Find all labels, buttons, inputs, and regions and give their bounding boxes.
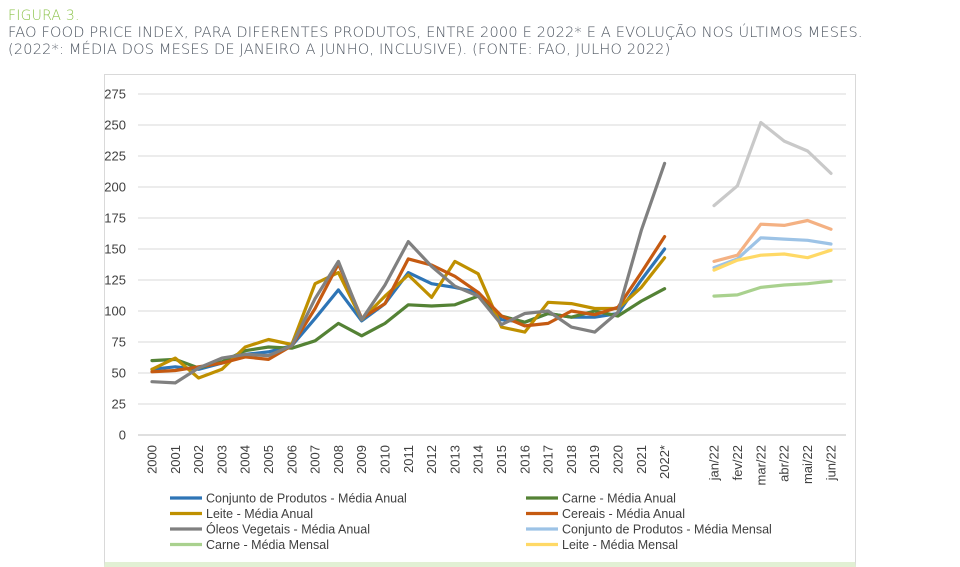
y-tick-label: 175 <box>104 211 126 226</box>
x-tick-label: 2016 <box>517 445 532 474</box>
x-tick-label: 2000 <box>145 445 160 474</box>
legend: Conjunto de Produtos - Média Anual Carne … <box>170 491 772 552</box>
series-line-conjunto-de-produtos-media-anual <box>150 247 667 371</box>
x-axis-ticks: 2000 2001 2002 2003 2004 2005 2006 2007 2008 2009… <box>145 445 839 485</box>
y-tick-label: 100 <box>104 304 126 319</box>
legend-label: Leite - Média Anual <box>206 507 313 521</box>
x-tick-label: 2017 <box>541 445 556 474</box>
x-tick-label: 2004 <box>238 445 253 474</box>
y-tick-label: 75 <box>112 335 126 350</box>
x-tick-label: 2006 <box>284 445 299 474</box>
legend-label: Carne - Média Mensal <box>206 538 329 552</box>
x-tick-label: 2008 <box>331 445 346 474</box>
x-tick-label: 2021 <box>634 445 649 474</box>
series-lines <box>150 120 833 385</box>
x-tick-label: 2015 <box>494 445 509 474</box>
y-tick-label: 275 <box>104 87 126 102</box>
x-tick-label: 2019 <box>587 445 602 474</box>
x-tick-label: 2022* <box>657 445 672 479</box>
x-tick-label: 2018 <box>564 445 579 474</box>
y-axis-ticks: 0 25 50 75 100 125 150 175 200 225 250 275 <box>104 87 126 443</box>
series-line-carne-media-mensal <box>712 279 833 298</box>
x-tick-label: mai/22 <box>800 445 815 484</box>
x-tick-label: 2009 <box>354 445 369 474</box>
figure-label: FIGURA 3. <box>8 8 80 24</box>
x-tick-label: 2011 <box>401 445 416 473</box>
series-line-leite-media-mensal <box>712 248 833 272</box>
x-tick-label: 2007 <box>308 445 323 474</box>
legend-label: Carne - Média Anual <box>562 491 676 505</box>
figure-caption: FIGURA 3. FAO FOOD PRICE INDEX, PARA DIF… <box>8 8 948 59</box>
y-tick-label: 200 <box>104 180 126 195</box>
x-tick-label: 2001 <box>168 445 183 474</box>
y-tick-label: 25 <box>112 397 126 412</box>
x-tick-label: 2010 <box>378 445 393 474</box>
x-tick-label: 2005 <box>261 445 276 474</box>
x-tick-label: 2013 <box>447 445 462 474</box>
legend-label: Conjunto de Produtos - Média Mensal <box>562 522 772 536</box>
legend-label: Leite - Média Mensal <box>562 538 678 552</box>
x-tick-label: 2012 <box>424 445 439 474</box>
x-tick-label: abr/22 <box>777 445 792 482</box>
legend-label: Conjunto de Produtos - Média Anual <box>206 491 407 505</box>
y-tick-label: 125 <box>104 273 126 288</box>
series-line-oleos-vegetais-media-anual <box>150 161 667 385</box>
x-tick-label: 2002 <box>191 445 206 474</box>
series-line-cereais-media-anual <box>150 235 667 374</box>
y-tick-label: 50 <box>112 366 126 381</box>
figure-title-line-2: (2022*: MÉDIA DOS MESES DE JANEIRO A JUN… <box>8 42 671 58</box>
figure-title-line-1: FAO FOOD PRICE INDEX, PARA DIFERENTES PR… <box>8 25 863 41</box>
legend-label: Óleos Vegetais - Média Anual <box>206 521 370 536</box>
x-tick-label: mar/22 <box>753 445 768 485</box>
y-tick-label: 0 <box>119 428 126 443</box>
x-tick-label: jun/22 <box>824 445 839 481</box>
y-tick-label: 150 <box>104 242 126 257</box>
y-tick-label: 225 <box>104 149 126 164</box>
series-line-oleos-vegetais-media-mensal <box>712 120 833 208</box>
x-tick-label: 2020 <box>611 445 626 474</box>
series-line-cereais-media-mensal <box>712 218 833 263</box>
y-tick-label: 250 <box>104 118 126 133</box>
grid-lines <box>138 93 846 436</box>
x-tick-label: 2003 <box>214 445 229 474</box>
x-tick-label: fev/22 <box>730 445 745 480</box>
x-tick-label: 2014 <box>471 445 486 474</box>
x-tick-label: jan/22 <box>707 445 722 481</box>
legend-label: Cereais - Média Anual <box>562 507 685 521</box>
